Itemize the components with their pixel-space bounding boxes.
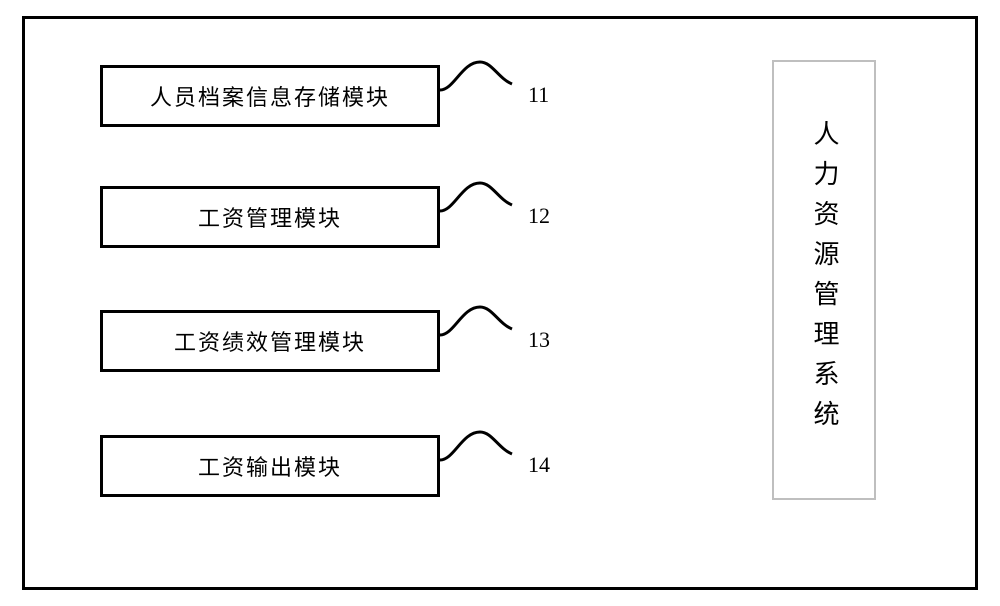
module-label: 工资输出模块 [198, 450, 342, 482]
connector-line [440, 58, 520, 98]
module-number: 11 [528, 82, 549, 108]
module-box-salary-mgmt: 工资管理模块 [100, 186, 440, 248]
connector-line [440, 303, 520, 343]
module-number: 13 [528, 327, 550, 353]
connector-path [440, 307, 512, 335]
module-label: 工资管理模块 [198, 201, 342, 233]
module-box-salary-performance: 工资绩效管理模块 [100, 310, 440, 372]
module-label: 人员档案信息存储模块 [150, 80, 390, 112]
module-number: 12 [528, 203, 550, 229]
system-label: 人力资源管理系统 [811, 120, 837, 440]
connector-line [440, 428, 520, 468]
connector-path [440, 432, 512, 460]
connector-path [440, 62, 512, 90]
module-box-personnel-archive: 人员档案信息存储模块 [100, 65, 440, 127]
connector-line [440, 179, 520, 219]
module-label: 工资绩效管理模块 [174, 325, 366, 357]
module-box-salary-output: 工资输出模块 [100, 435, 440, 497]
connector-path [440, 183, 512, 211]
system-box-hr-management: 人力资源管理系统 [772, 60, 876, 500]
module-number: 14 [528, 452, 550, 478]
